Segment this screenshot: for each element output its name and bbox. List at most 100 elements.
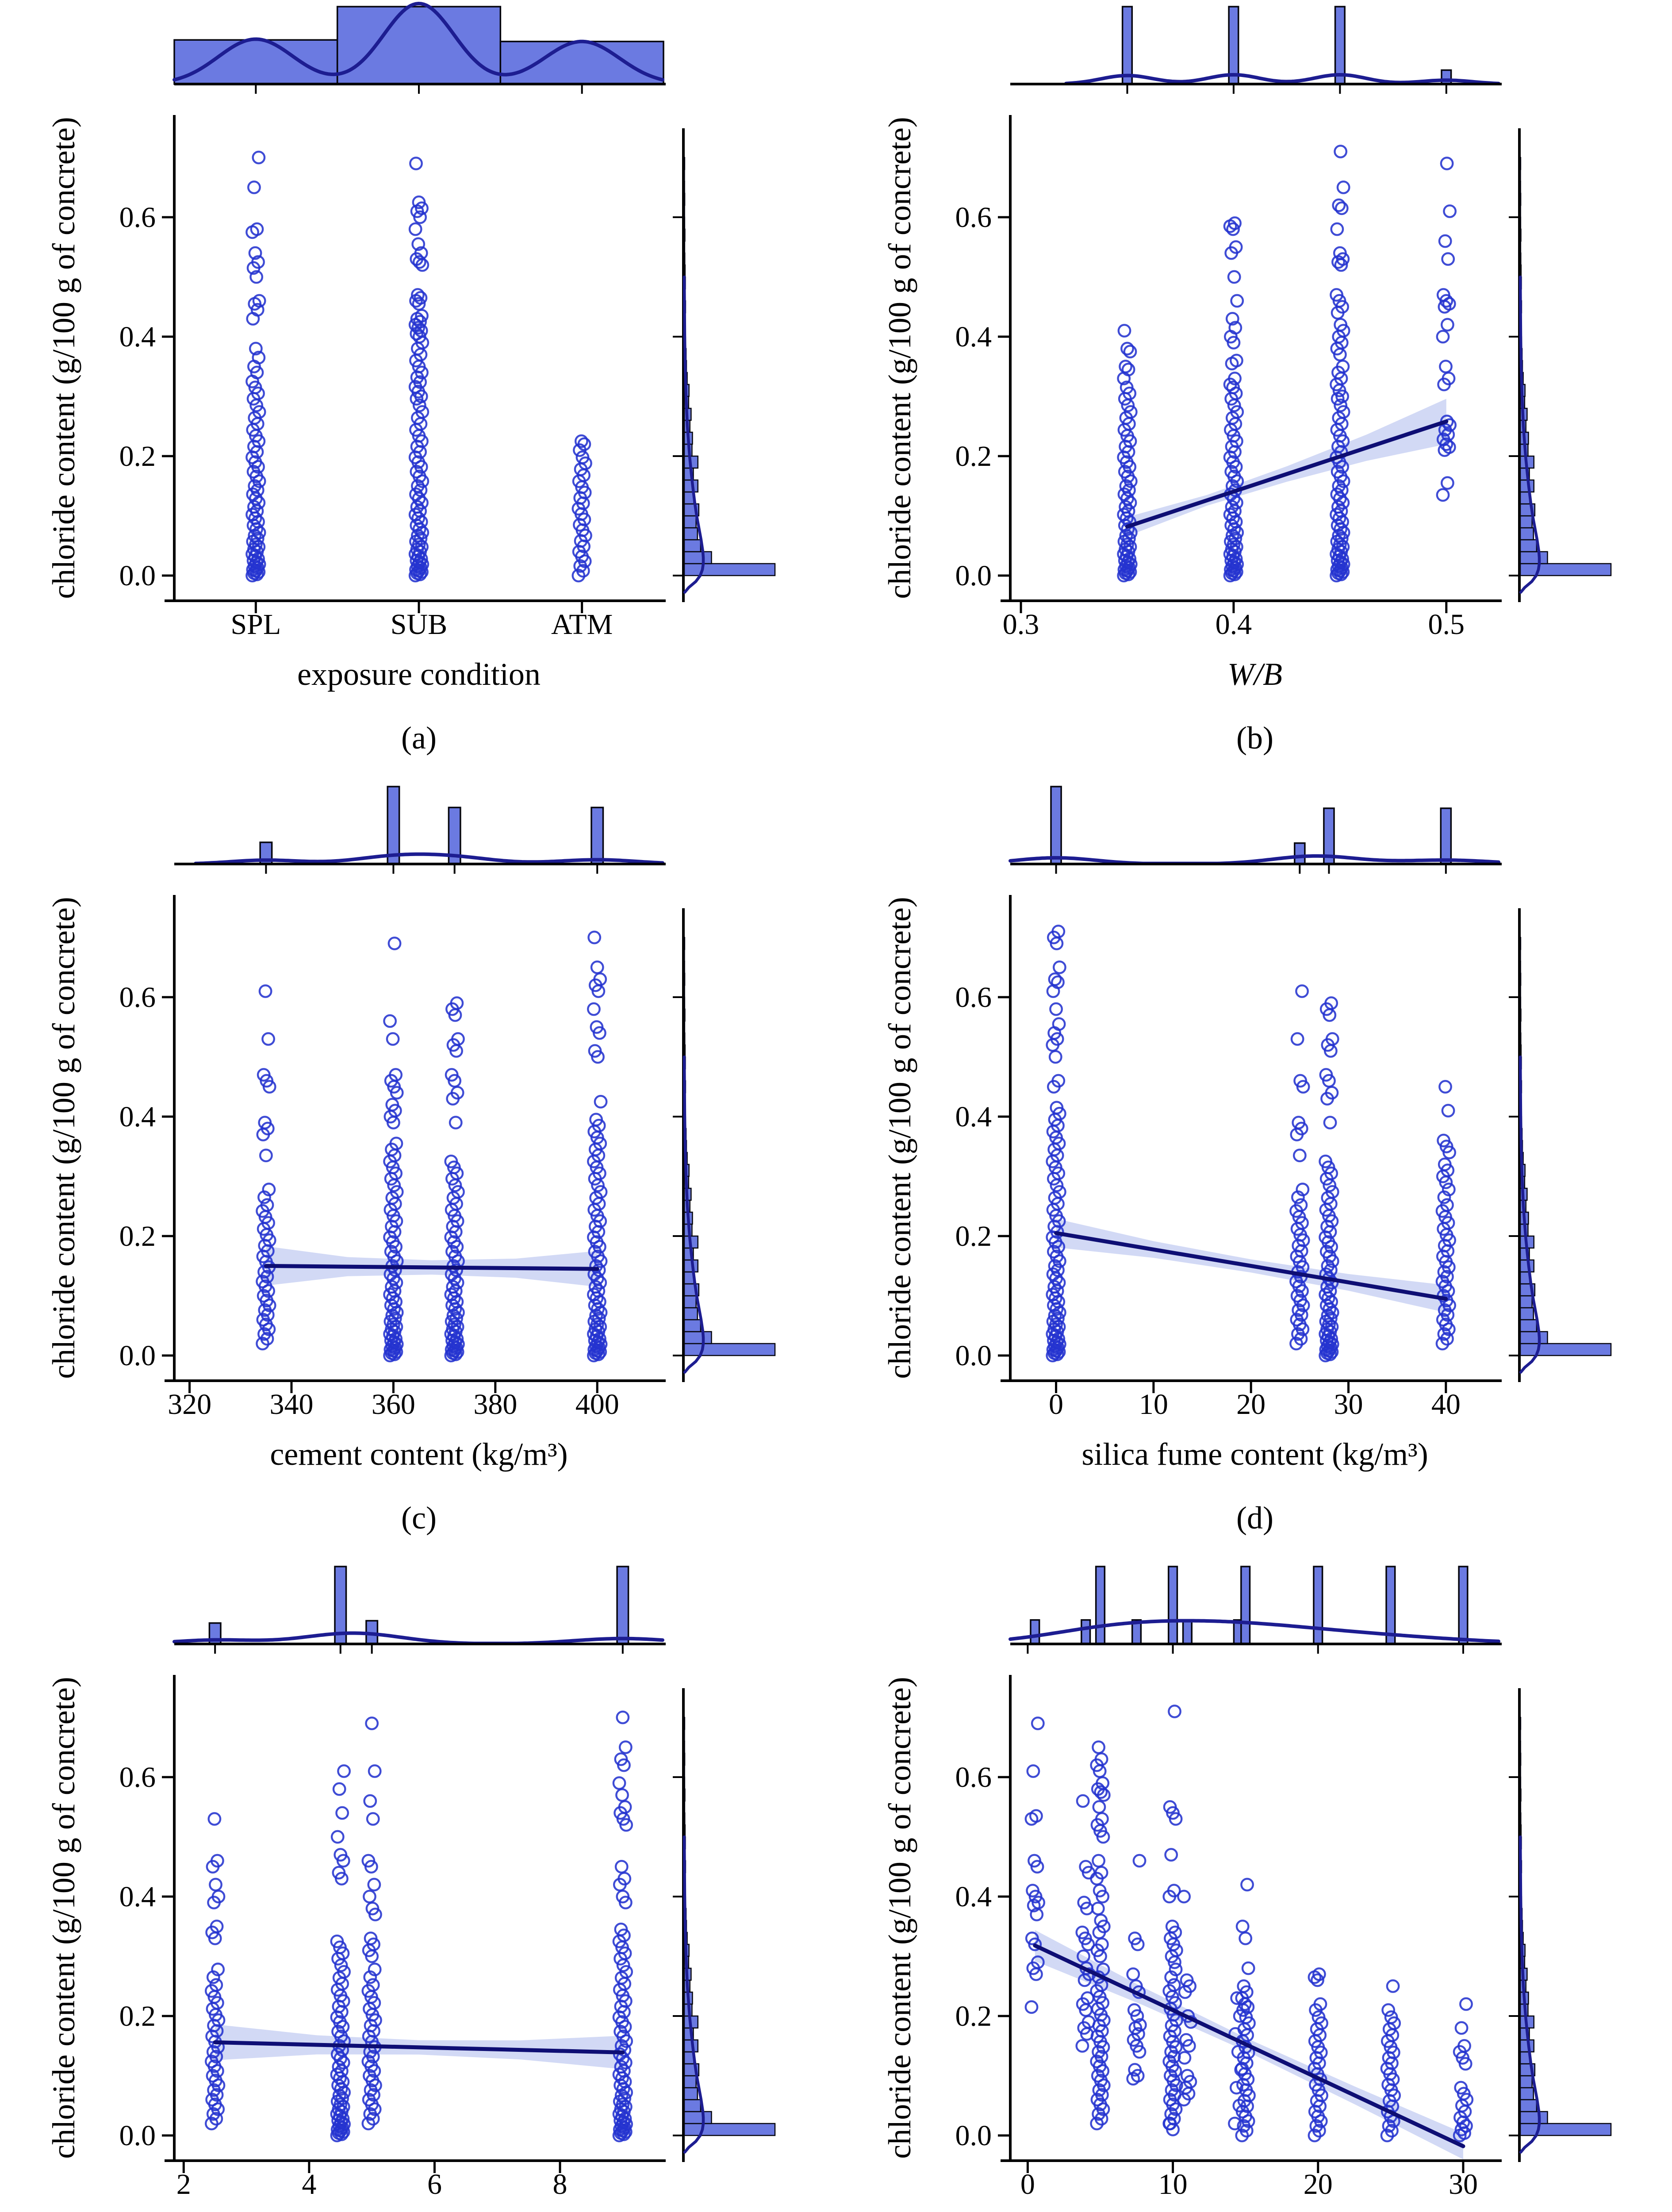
scatter-point — [252, 405, 266, 419]
scatter-point — [1323, 1311, 1338, 1325]
scatter-point — [1092, 1854, 1105, 1868]
scatter-point — [1119, 360, 1132, 373]
right-hist-bar — [683, 1824, 686, 1838]
top-hist-bar — [336, 6, 502, 85]
x-tick-label: 30 — [1449, 2168, 1478, 2200]
right-hist-bar — [683, 264, 686, 278]
scatter-point — [448, 1317, 462, 1332]
y-tick-label: 0.4 — [119, 321, 156, 353]
y-tick-label: 0.0 — [119, 2120, 156, 2152]
scatter-point — [383, 1014, 397, 1028]
x-tick-label: 8 — [553, 2168, 568, 2200]
right-hist-bar — [683, 515, 697, 529]
main-plot: 320 340 360 380 400 0.0 0.2 0.4 0.6 chloride cont… — [46, 895, 666, 1536]
right-hist-bar — [683, 2111, 712, 2124]
right-hist-bar — [683, 1740, 685, 1754]
x-tick-label: 2 — [176, 2168, 191, 2200]
scatter-point — [1437, 1133, 1451, 1148]
scatter-point — [1239, 1932, 1253, 1945]
x-tick-label: SUB — [391, 608, 447, 641]
scatter-point — [334, 1848, 348, 1862]
right-hist-bar — [1519, 1800, 1522, 1814]
scatter-point — [1026, 1884, 1039, 1897]
scatter-point — [1230, 353, 1243, 368]
scatter-point — [592, 1311, 606, 1325]
right-hist-bar — [1519, 1752, 1522, 1766]
y-tick-label: 0.2 — [955, 440, 992, 472]
scatter-point — [411, 288, 425, 302]
scatter-point — [1440, 157, 1454, 170]
scatter-point — [1029, 1809, 1043, 1823]
top-kde-curve — [173, 1, 664, 82]
scatter-point — [1124, 405, 1138, 419]
scatter-point — [577, 437, 591, 451]
x-axis-title: exposure condition — [297, 657, 541, 692]
x-axis-title: silica fume content (kg/m³) — [1081, 1436, 1428, 1472]
scatter-point — [262, 1183, 276, 1197]
scatter-point — [209, 1878, 222, 1892]
scatter-point — [587, 930, 602, 945]
scatter-point — [1091, 1901, 1105, 1916]
scatter-point — [258, 1116, 272, 1129]
scatter-point — [249, 538, 263, 552]
scatter-point — [1052, 960, 1066, 974]
scatter-point — [1438, 1080, 1452, 1094]
scatter-point — [619, 1965, 633, 1979]
right-kde-curve — [1519, 275, 1541, 594]
y-tick-label: 0.0 — [955, 2120, 992, 2152]
y-tick-label: 0.6 — [955, 201, 992, 234]
x-tick-label: ATM — [551, 608, 613, 641]
scatter-point — [1120, 380, 1134, 395]
scatter-point — [1290, 1032, 1304, 1046]
right-hist-bar — [683, 551, 712, 565]
scatter-point — [612, 1776, 626, 1790]
scatter-point — [1333, 246, 1347, 260]
top-hist-bar — [591, 806, 604, 865]
y-tick-label: 0.6 — [119, 981, 156, 1014]
scatter-point — [1311, 1973, 1324, 1987]
scatter-point — [617, 2091, 632, 2105]
scatter-point — [1441, 1104, 1455, 1118]
right-hist-bar — [683, 1343, 776, 1356]
scatter-point — [250, 222, 264, 236]
top-kde-curve — [1064, 73, 1500, 85]
scatter-point — [1180, 2069, 1194, 2083]
right-kde-curve — [683, 1055, 705, 1374]
scatter-point — [1052, 1017, 1066, 1031]
y-tick-label: 0.6 — [119, 201, 156, 234]
top-hist-bar — [1458, 1566, 1469, 1645]
right-hist-bar — [1519, 1717, 1522, 1730]
y-tick-label: 0.0 — [119, 560, 156, 592]
right-kde-curve — [1519, 1835, 1541, 2154]
right-hist-bar — [1519, 204, 1521, 218]
scatter-point — [261, 1032, 275, 1046]
scatter-points — [1024, 1705, 1474, 2143]
scatter-point — [1164, 1848, 1178, 1862]
scatter-point — [1454, 2081, 1468, 2095]
scatter-point — [1440, 318, 1454, 332]
scatter-point — [413, 315, 427, 329]
right-hist-bar — [683, 960, 685, 974]
scatter-point — [252, 294, 266, 308]
right-hist-bar — [1519, 2111, 1548, 2124]
main-plot: 0 10 20 30 40 0.0 0.2 0.4 0.6 chloride content (g… — [882, 895, 1502, 1536]
scatter-point — [1177, 2051, 1192, 2065]
top-hist-bar — [173, 39, 338, 85]
right-hist-bar — [683, 1776, 686, 1790]
scatter-point — [252, 350, 266, 365]
right-hist-bar — [683, 1800, 686, 1814]
top-marginal — [1010, 6, 1502, 94]
subplot-a: SPL SUB ATM 0.0 0.2 0.4 0.6 chloride content (g… — [46, 1, 776, 756]
scatter-point — [1226, 380, 1240, 395]
scatter-point — [1168, 1705, 1181, 1718]
right-hist-bar — [1519, 216, 1522, 230]
scatter-point — [1438, 234, 1452, 248]
right-hist-bar — [1519, 1788, 1522, 1802]
scatter-point — [252, 150, 266, 165]
scatter-point — [1051, 925, 1066, 938]
scatter-point — [616, 2097, 630, 2112]
scatter-point — [411, 237, 426, 251]
right-hist-bar — [683, 2075, 697, 2089]
top-kde-curve — [1009, 854, 1500, 865]
scatter-point — [1439, 360, 1453, 373]
